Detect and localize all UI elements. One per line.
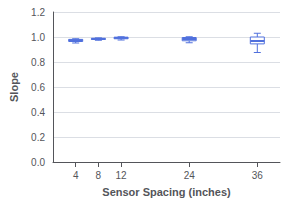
- svg-text:1.0: 1.0: [31, 32, 45, 43]
- svg-text:Sensor Spacing (inches): Sensor Spacing (inches): [102, 186, 231, 198]
- svg-text:0.0: 0.0: [31, 157, 45, 168]
- svg-text:36: 36: [252, 170, 264, 181]
- svg-text:8: 8: [96, 170, 102, 181]
- svg-text:0.4: 0.4: [31, 107, 45, 118]
- svg-text:24: 24: [184, 170, 196, 181]
- svg-text:4: 4: [73, 170, 79, 181]
- svg-text:1.2: 1.2: [31, 7, 45, 18]
- svg-text:12: 12: [116, 170, 128, 181]
- svg-text:0.6: 0.6: [31, 82, 45, 93]
- svg-text:0.8: 0.8: [31, 57, 45, 68]
- svg-text:Slope: Slope: [8, 72, 20, 102]
- svg-text:0.2: 0.2: [31, 132, 45, 143]
